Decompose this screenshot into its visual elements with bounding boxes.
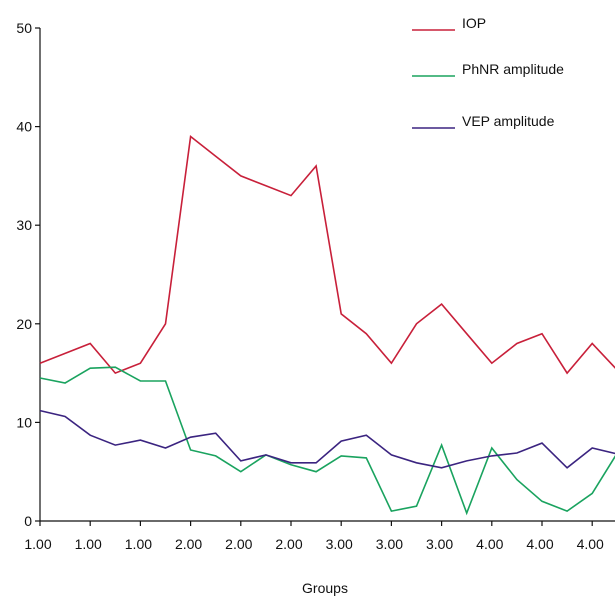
series-line-vep-amplitude: [39, 409, 615, 469]
series-line-iop: [39, 135, 615, 375]
y-tick-label: 10: [16, 414, 32, 430]
x-tick-label: 4.00: [526, 536, 553, 552]
x-axis: 1.00 1.00 1.00 2.00 2.00 2.00 3.00 3.00 3.00 4.00…: [24, 520, 615, 552]
x-tick-label: 2.00: [175, 536, 202, 552]
legend: IOP PhNR amplitude VEP amplitude: [412, 15, 564, 129]
y-tick-label: 0: [24, 513, 32, 529]
x-tick-label: 1.00: [75, 536, 102, 552]
series-line-phnr-amplitude: [39, 366, 615, 516]
legend-label: IOP: [462, 15, 486, 31]
legend-label: PhNR amplitude: [462, 61, 564, 77]
x-tick-label: 2.00: [275, 536, 302, 552]
y-tick-label: 20: [16, 316, 32, 332]
x-tick-label: 1.00: [24, 536, 51, 552]
x-tick-label: 2.00: [225, 536, 252, 552]
x-tick-label: 1.00: [125, 536, 152, 552]
y-tick-label: 30: [16, 217, 32, 233]
y-tick-label: 40: [16, 119, 32, 135]
x-tick-label: 3.00: [376, 536, 403, 552]
series-lines: [39, 135, 615, 516]
y-tick-label: 50: [16, 20, 32, 36]
x-tick-label: 4.00: [577, 536, 604, 552]
x-tick-label: 4.00: [476, 536, 503, 552]
y-axis: 0 10 20 30 40 50: [16, 20, 41, 529]
x-tick-label: 3.00: [326, 536, 353, 552]
x-axis-title: Groups: [302, 580, 348, 596]
x-tick-label: 3.00: [426, 536, 453, 552]
legend-label: VEP amplitude: [462, 113, 555, 129]
